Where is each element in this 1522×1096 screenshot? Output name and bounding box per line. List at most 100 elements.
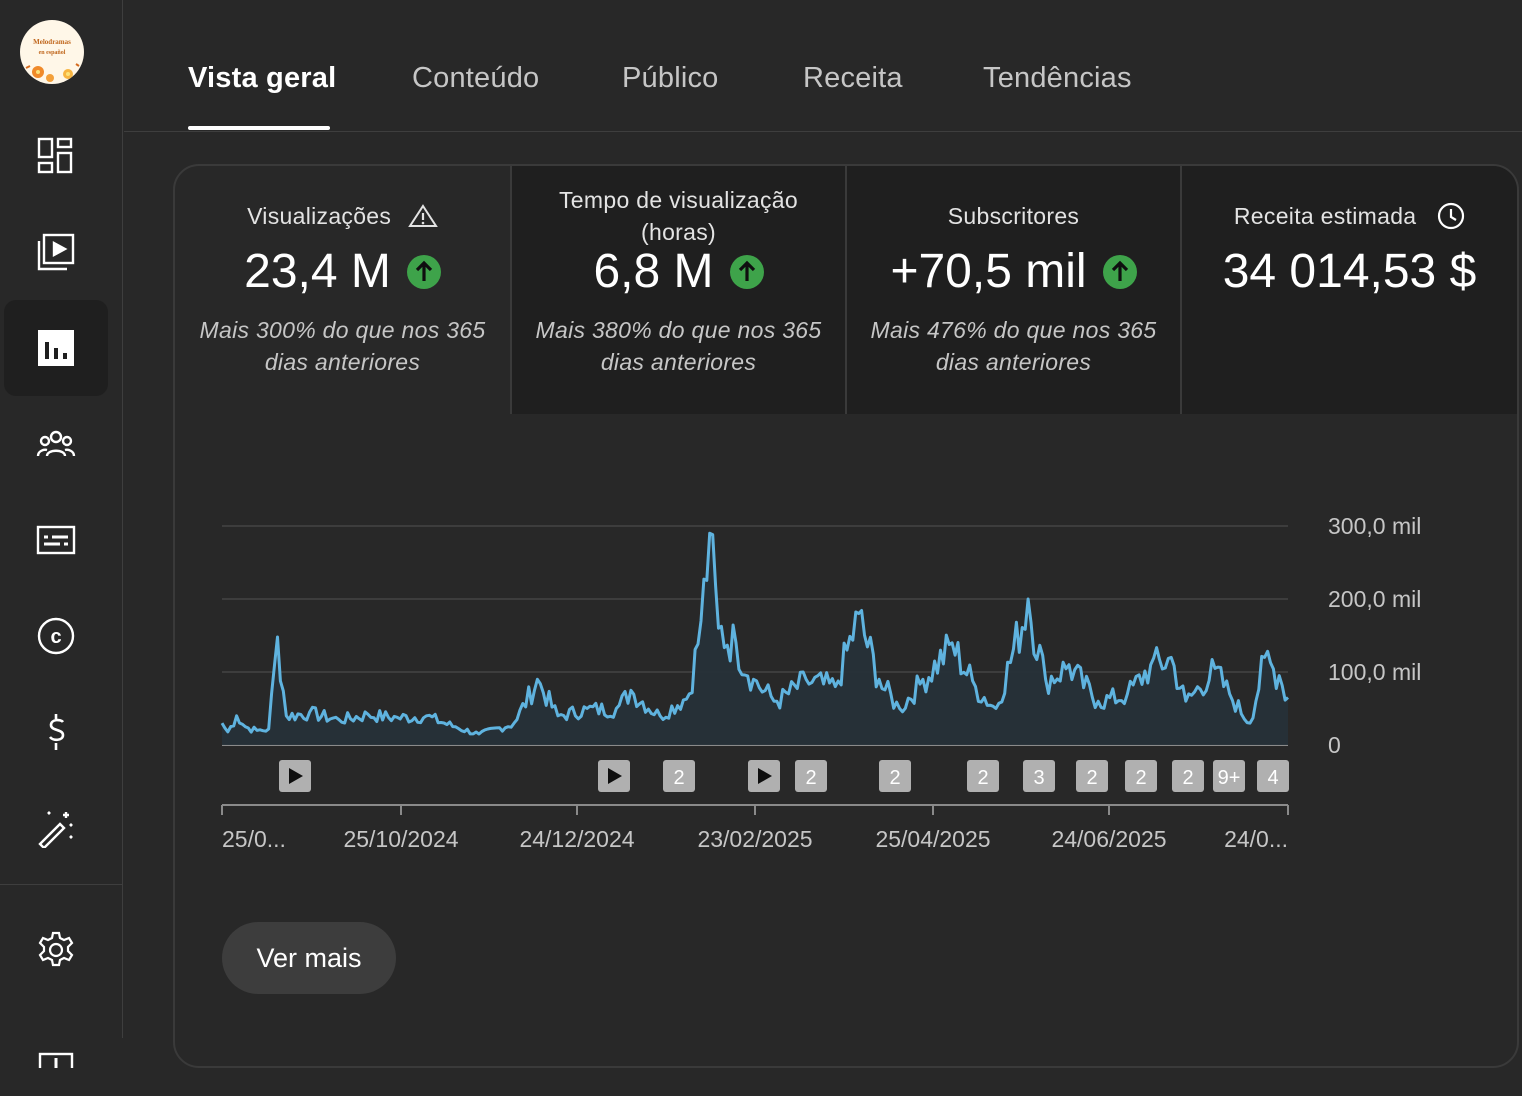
metric-divider <box>510 166 512 414</box>
video-count-label: 4 <box>1267 767 1278 789</box>
metric-views-value: 23,4 M <box>244 245 391 298</box>
avatar-text-line2: en español <box>38 50 66 56</box>
sidebar-item-content[interactable] <box>4 204 108 300</box>
metric-subscribers-value: +70,5 mil <box>890 245 1087 298</box>
video-count-label: 2 <box>889 767 900 789</box>
metric-revenue-label: Receita estimada <box>1233 203 1417 229</box>
metric-views[interactable]: Visualizações 23,4 M Mais 300% do que no… <box>175 166 510 414</box>
see-more-button[interactable]: Ver mais <box>222 922 396 994</box>
tab-bar <box>124 0 1522 132</box>
metric-views-label-wrap: Visualizações <box>175 200 510 232</box>
tab-receita[interactable]: Receita <box>803 62 903 94</box>
video-count-marker[interactable] <box>1023 760 1055 792</box>
metric-revenue-label-wrap: Receita estimada <box>1182 200 1517 232</box>
metric-revenue-value: 34 014,53 $ <box>1222 245 1477 298</box>
y-tick-label: 300,0 mil <box>1328 513 1421 539</box>
sidebar-item-customization[interactable] <box>4 780 108 876</box>
channel-avatar[interactable]: Melodramas en español <box>20 20 84 84</box>
metric-watch-time-comparison: Mais 380% do que nos 365 dias anteriores <box>535 317 822 375</box>
metric-subscribers-comparison: Mais 476% do que nos 365 dias anteriores <box>870 317 1157 375</box>
subtitles-icon <box>36 525 76 555</box>
video-count-label: 2 <box>1086 767 1097 789</box>
metric-revenue-value-wrap: 34 014,53 $ <box>1182 244 1517 300</box>
trend-up-icon <box>1102 255 1137 289</box>
video-count-marker[interactable] <box>1125 760 1157 792</box>
metric-views-value-wrap: 23,4 M <box>175 244 510 300</box>
video-count-marker[interactable] <box>1257 760 1289 792</box>
video-count-marker[interactable] <box>967 760 999 792</box>
video-count-label: 2 <box>673 767 684 789</box>
sidebar-divider <box>0 884 122 885</box>
metric-divider <box>845 166 847 414</box>
views-area-fill <box>222 533 1288 745</box>
metric-views-label: Visualizações <box>247 203 392 229</box>
sidebar-item-dashboard[interactable] <box>4 108 108 204</box>
left-sidebar: Melodramas en español <box>0 0 123 1068</box>
svg-text:c: c <box>50 626 61 648</box>
views-chart[interactable]: 300,0 mil 200,0 mil 100,0 mil 0 2 2 2 2 3 2 2 2 9+ 4 2… <box>0 0 1522 1038</box>
content-icon <box>37 233 75 271</box>
metric-revenue[interactable]: Receita estimada 34 014,53 $ <box>1182 166 1517 414</box>
metric-watch-time-label: Tempo de visualização (horas) <box>559 187 798 245</box>
tab-vista-geral[interactable]: Vista geral <box>188 62 337 94</box>
metric-subscribers-value-wrap: +70,5 mil <box>847 244 1180 300</box>
video-count-marker[interactable] <box>1172 760 1204 792</box>
earn-icon <box>48 714 65 750</box>
analytics-icon <box>38 330 74 366</box>
flower-icon <box>25 63 80 82</box>
magic-wand-icon <box>38 811 73 848</box>
x-tick-label: 25/10/2024 <box>343 826 458 852</box>
x-tick-label: 24/0... <box>1224 826 1288 852</box>
play-icon <box>289 768 303 784</box>
sidebar-item-earn[interactable] <box>4 684 108 780</box>
dashboard-icon <box>37 137 73 174</box>
clock-icon[interactable] <box>1437 202 1465 230</box>
video-count-marker[interactable] <box>663 760 695 792</box>
metric-subscribers-label: Subscritores <box>947 203 1080 229</box>
community-icon <box>36 430 76 457</box>
sidebar-item-settings[interactable] <box>4 902 108 998</box>
x-tick-label: 24/12/2024 <box>519 826 634 852</box>
video-count-label: 9+ <box>1218 767 1241 789</box>
avatar-text-line1: Melodramas <box>33 38 71 46</box>
warning-icon[interactable] <box>408 204 438 228</box>
metric-watch-time-value-wrap: 6,8 M <box>512 244 845 300</box>
active-tab-indicator <box>188 126 330 130</box>
video-count-label: 3 <box>1033 767 1044 789</box>
trend-up-icon <box>729 255 764 289</box>
sidebar-item-analytics[interactable] <box>4 300 108 396</box>
overview-card: Visualizações 23,4 M Mais 300% do que no… <box>173 164 1519 1068</box>
sidebar-item-copyright[interactable]: c <box>4 588 108 684</box>
video-count-marker[interactable] <box>1213 760 1245 792</box>
metric-watch-time[interactable]: Tempo de visualização (horas) 6,8 M Mais… <box>512 166 845 414</box>
sidebar-item-subtitles[interactable] <box>4 492 108 588</box>
trend-up-icon <box>406 255 441 289</box>
video-count-marker[interactable] <box>795 760 827 792</box>
tab-tendencias[interactable]: Tendências <box>983 62 1132 94</box>
metric-subscribers[interactable]: Subscritores +70,5 mil Mais 476% do que … <box>847 166 1180 414</box>
play-icon <box>758 768 772 784</box>
video-count-label: 2 <box>977 767 988 789</box>
tab-conteudo[interactable]: Conteúdo <box>412 62 540 94</box>
x-tick-label: 24/06/2025 <box>1051 826 1166 852</box>
settings-icon <box>38 931 74 967</box>
video-count-label: 2 <box>1135 767 1146 789</box>
x-tick-label: 23/02/2025 <box>697 826 812 852</box>
y-tick-label: 100,0 mil <box>1328 659 1421 685</box>
video-count-label: 2 <box>805 767 816 789</box>
sidebar-item-community[interactable] <box>4 396 108 492</box>
x-tick-label: 25/04/2025 <box>875 826 990 852</box>
copyright-icon: c <box>37 617 75 655</box>
y-tick-label: 200,0 mil <box>1328 586 1421 612</box>
video-count-label: 2 <box>1182 767 1193 789</box>
play-icon <box>608 768 622 784</box>
tab-publico[interactable]: Público <box>622 62 719 94</box>
metric-divider <box>1180 166 1182 414</box>
x-tick-label: 25/0... <box>222 826 286 852</box>
views-series-line <box>220 531 1290 736</box>
video-count-marker[interactable] <box>1076 760 1108 792</box>
video-count-marker[interactable] <box>879 760 911 792</box>
y-tick-label: 0 <box>1328 732 1341 758</box>
metric-views-comparison: Mais 300% do que nos 365 dias anteriores <box>199 317 486 375</box>
metric-watch-time-value: 6,8 M <box>593 245 714 298</box>
